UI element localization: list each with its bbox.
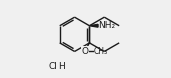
Text: O: O: [81, 46, 88, 56]
Text: H: H: [58, 62, 65, 71]
Polygon shape: [89, 24, 98, 27]
Text: Cl: Cl: [49, 62, 58, 71]
Text: CH₃: CH₃: [94, 46, 108, 56]
Text: NH₂: NH₂: [98, 21, 116, 30]
